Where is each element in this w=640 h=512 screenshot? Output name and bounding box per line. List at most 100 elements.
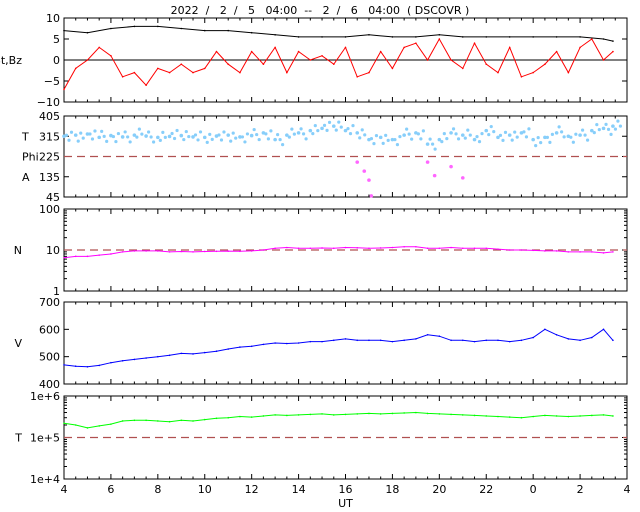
data-point-temp bbox=[472, 137, 477, 142]
data-point-density bbox=[239, 250, 241, 253]
data-point-temp bbox=[440, 140, 444, 144]
data-point-temp bbox=[390, 137, 395, 142]
data-point-temp bbox=[539, 141, 543, 145]
data-point-speed bbox=[344, 338, 347, 340]
data-point-speed bbox=[544, 328, 546, 331]
data-point-temp bbox=[147, 130, 151, 134]
data-point-density bbox=[121, 251, 124, 253]
data-point-bz bbox=[286, 71, 288, 74]
data-point-bz bbox=[532, 71, 534, 74]
data-point-temp bbox=[245, 132, 250, 136]
data-point-temp bbox=[208, 132, 212, 136]
data-point-bz bbox=[309, 59, 312, 61]
data-point-temp bbox=[557, 125, 561, 129]
data-point-temp bbox=[109, 133, 113, 138]
data-point-bt bbox=[602, 38, 605, 40]
data-point-speed bbox=[262, 343, 265, 346]
data-point-density bbox=[98, 254, 100, 256]
data-point-density bbox=[461, 247, 464, 250]
data-point-speed bbox=[332, 339, 335, 342]
data-point-density bbox=[286, 246, 288, 249]
data-point-density bbox=[250, 250, 253, 252]
data-point-temp bbox=[320, 126, 324, 131]
data-point-temp bbox=[240, 135, 245, 139]
data-point-temp bbox=[386, 138, 390, 142]
panel-ylabel: T bbox=[14, 432, 22, 445]
data-point-ion_temp bbox=[239, 415, 241, 418]
data-point-speed bbox=[274, 342, 276, 344]
data-point-temp bbox=[595, 123, 599, 127]
data-point-temp bbox=[135, 135, 139, 139]
data-point-temp bbox=[114, 139, 118, 144]
data-point-temp bbox=[184, 129, 188, 134]
data-point-speed bbox=[239, 346, 241, 348]
data-point-density bbox=[497, 248, 499, 250]
data-point-temp bbox=[290, 127, 294, 131]
data-point-temp bbox=[152, 140, 156, 144]
data-point-density bbox=[544, 250, 546, 252]
data-point-speed bbox=[157, 355, 159, 358]
data-point-temp bbox=[524, 135, 529, 139]
data-point-speed bbox=[203, 351, 206, 354]
data-point-temp bbox=[498, 133, 503, 137]
data-point-bt bbox=[63, 29, 65, 32]
data-point-bt bbox=[461, 36, 464, 38]
series-line-speed bbox=[63, 328, 614, 368]
data-point-bt bbox=[415, 36, 417, 38]
y-tick-label: −5 bbox=[44, 75, 60, 88]
data-point-density bbox=[274, 247, 276, 250]
data-point-temp bbox=[149, 135, 153, 139]
data-point-bz bbox=[215, 50, 218, 53]
data-point-ion_temp bbox=[438, 413, 441, 415]
data-point-temp bbox=[545, 135, 549, 139]
data-point-bz bbox=[180, 63, 183, 65]
data-point-temp bbox=[534, 144, 538, 148]
data-point-ion_temp bbox=[121, 420, 124, 422]
data-point-temp bbox=[76, 139, 80, 143]
data-point-temp bbox=[205, 140, 209, 144]
y-tick-label: 1 bbox=[53, 285, 60, 298]
data-point-bz bbox=[227, 63, 230, 65]
data-point-density bbox=[86, 255, 89, 258]
data-point-ion_temp bbox=[391, 412, 394, 415]
y-tick-label: 45 bbox=[46, 191, 60, 204]
data-point-bz bbox=[497, 71, 499, 74]
data-point-temp bbox=[219, 138, 224, 142]
data-point-temp bbox=[372, 142, 376, 146]
data-point-temp bbox=[384, 133, 388, 137]
data-point-ion_temp bbox=[415, 411, 417, 414]
data-point-temp bbox=[343, 128, 348, 133]
data-point-temp bbox=[489, 125, 493, 129]
data-point-temp bbox=[569, 135, 573, 139]
data-point-temp bbox=[566, 134, 571, 139]
data-point-temp bbox=[161, 130, 165, 134]
x-tick-label: 4 bbox=[624, 483, 631, 496]
data-point-temp bbox=[281, 143, 285, 147]
data-point-ion_temp bbox=[426, 412, 429, 415]
y-tick-label: 1e+5 bbox=[30, 432, 60, 445]
data-point-density bbox=[192, 251, 194, 253]
data-point-density bbox=[438, 247, 441, 250]
data-point-speed bbox=[74, 365, 77, 368]
data-point-bt bbox=[157, 25, 159, 28]
data-point-phi bbox=[449, 164, 453, 169]
data-point-temp bbox=[196, 138, 200, 142]
panel-ylabel: N bbox=[14, 244, 22, 257]
data-point-bz bbox=[485, 63, 488, 65]
data-point-speed bbox=[450, 339, 452, 342]
x-axis-label: UT bbox=[338, 497, 353, 510]
data-point-bt bbox=[297, 36, 300, 38]
data-point-temp bbox=[123, 130, 127, 134]
data-point-temp bbox=[398, 135, 402, 139]
x-tick-label: 2 bbox=[577, 483, 584, 496]
data-point-temp bbox=[170, 131, 174, 136]
data-point-ion_temp bbox=[110, 423, 112, 425]
data-point-ion_temp bbox=[612, 415, 614, 417]
data-point-temp bbox=[217, 133, 221, 137]
data-point-ion_temp bbox=[98, 425, 100, 427]
data-point-density bbox=[567, 251, 570, 253]
data-point-temp bbox=[97, 135, 101, 140]
data-point-temp bbox=[331, 124, 336, 128]
data-point-density bbox=[262, 249, 265, 251]
y-tick-label: 400 bbox=[39, 378, 60, 391]
